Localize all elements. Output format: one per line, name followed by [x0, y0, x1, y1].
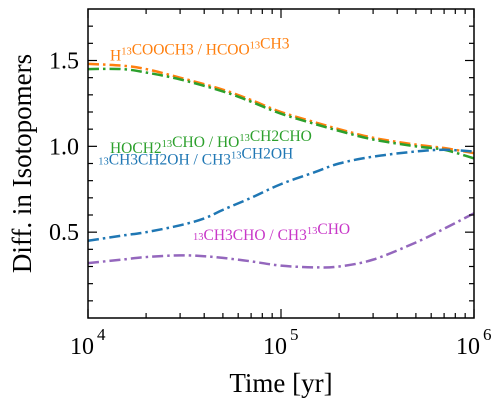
- curve-annotations: H13COOCH3 / HCOO13CH3 HOCH213CHO / HO13CH…: [98, 36, 350, 244]
- y-axis-label: Diff. in Isotopomers: [7, 54, 37, 273]
- y-tick-label: 1.0: [49, 134, 79, 160]
- x-tick-exponent: 6: [483, 325, 492, 344]
- curve-label-4: 13CH3CHO / CH313CHO: [193, 221, 350, 244]
- curve-label-1: H13COOCH3 / HCOO13CH3: [110, 36, 290, 65]
- y-tick-label: 0.5: [49, 220, 79, 246]
- y-tick-label: 1.5: [49, 49, 79, 75]
- series-line-2: [87, 67, 475, 160]
- series-line-1: [87, 62, 475, 155]
- x-tick-exponent: 4: [97, 325, 106, 344]
- x-axis-label: Time [yr]: [229, 368, 332, 398]
- x-tick-exponent: 5: [290, 325, 299, 344]
- series-line-4: [87, 212, 475, 269]
- x-tick-label: 10: [456, 334, 480, 360]
- curve-label-3: 13CH3CH2OH / CH313CH2OH: [98, 145, 293, 168]
- series-curves: [87, 62, 475, 269]
- curve-label-2: HOCH213CHO / HO13CH2CHO: [110, 128, 312, 157]
- series-line-3: [87, 148, 475, 242]
- x-tick-label: 10: [70, 334, 94, 360]
- tick-labels: 0.51.01.510 4 10 5 10 6: [49, 49, 492, 361]
- axis-ticks: [87, 9, 475, 318]
- x-tick-label: 10: [263, 334, 287, 360]
